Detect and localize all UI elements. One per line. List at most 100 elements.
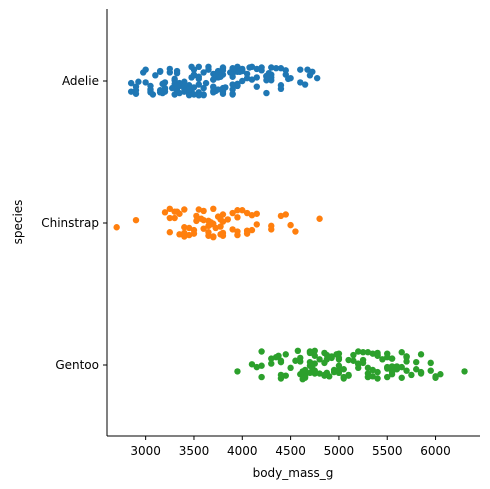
data-point xyxy=(287,364,294,372)
data-point xyxy=(263,73,270,80)
data-point xyxy=(306,358,314,366)
data-point xyxy=(248,361,256,368)
data-point xyxy=(355,364,362,372)
x-axis-label: body_mass_g xyxy=(253,466,334,480)
x-tick-label: 6000 xyxy=(420,444,451,458)
data-point xyxy=(345,356,352,364)
data-point xyxy=(159,80,166,88)
data-point xyxy=(369,373,376,380)
data-point xyxy=(277,371,285,379)
data-point xyxy=(277,357,285,364)
data-point xyxy=(282,67,289,74)
data-point xyxy=(185,224,193,232)
data-point xyxy=(234,228,241,235)
data-point xyxy=(200,216,207,224)
series-chinstrap xyxy=(113,205,323,241)
x-ticks: 3000 3500 4000 4500 5000 5500 6000 xyxy=(130,436,451,458)
data-point xyxy=(200,91,207,98)
data-point xyxy=(304,66,311,73)
data-point xyxy=(214,67,222,75)
axes: 3000 3500 4000 4500 5000 5500 6000 Adelie Chins… xyxy=(11,9,480,480)
data-point xyxy=(330,366,338,374)
data-point xyxy=(398,363,405,371)
data-point xyxy=(210,76,217,83)
data-point xyxy=(113,224,120,231)
data-point xyxy=(205,222,212,230)
data-point xyxy=(355,348,362,355)
data-point xyxy=(190,230,198,237)
data-point xyxy=(384,365,391,372)
data-point xyxy=(374,368,381,376)
data-point xyxy=(234,207,241,214)
data-point xyxy=(195,75,202,83)
data-point xyxy=(202,79,210,87)
data-point xyxy=(258,373,265,381)
data-point xyxy=(200,69,207,76)
data-point xyxy=(263,89,270,97)
data-point xyxy=(188,74,195,81)
data-point xyxy=(193,217,200,225)
data-point xyxy=(388,371,396,378)
data-point xyxy=(268,226,275,233)
data-point xyxy=(328,354,335,362)
data-point xyxy=(253,210,260,217)
data-layer xyxy=(113,63,468,383)
data-point xyxy=(461,368,468,375)
data-point xyxy=(253,363,260,371)
data-point xyxy=(268,355,275,362)
data-point xyxy=(258,362,265,369)
data-point xyxy=(345,372,352,379)
data-point xyxy=(248,226,256,234)
data-point xyxy=(161,209,169,216)
data-point xyxy=(181,206,188,213)
data-point xyxy=(398,374,405,381)
data-point xyxy=(340,366,347,373)
data-point xyxy=(292,228,299,235)
x-tick-label: 5500 xyxy=(372,444,403,458)
data-point xyxy=(214,86,222,93)
data-point xyxy=(217,223,224,230)
data-point xyxy=(127,79,135,87)
data-point xyxy=(219,211,227,218)
data-point xyxy=(176,231,183,238)
data-point xyxy=(166,65,174,73)
data-point xyxy=(181,88,188,95)
data-point xyxy=(403,353,410,360)
data-point xyxy=(408,371,415,379)
data-point xyxy=(275,352,282,359)
data-point xyxy=(181,78,188,85)
data-point xyxy=(166,205,174,212)
data-point xyxy=(176,89,183,97)
data-point xyxy=(364,349,372,356)
data-point xyxy=(369,366,376,374)
data-point xyxy=(417,351,425,358)
data-point xyxy=(297,66,304,73)
data-point xyxy=(181,229,188,237)
data-point xyxy=(333,351,340,358)
data-point xyxy=(166,229,174,236)
data-point xyxy=(413,358,420,366)
data-point xyxy=(210,234,217,241)
data-point xyxy=(268,360,275,367)
data-point xyxy=(309,68,316,75)
data-point xyxy=(287,221,294,229)
data-point xyxy=(176,210,183,217)
data-point xyxy=(321,372,328,379)
data-point xyxy=(297,358,304,365)
data-point xyxy=(350,357,357,364)
y-tick-label: Adelie xyxy=(62,74,99,88)
data-point xyxy=(292,357,299,364)
data-point xyxy=(253,83,260,90)
data-point xyxy=(181,83,188,90)
data-point xyxy=(210,84,217,91)
data-point xyxy=(217,73,224,80)
data-point xyxy=(246,64,253,71)
data-point xyxy=(217,231,224,238)
data-point xyxy=(185,231,193,239)
data-point xyxy=(217,216,224,223)
data-point xyxy=(316,215,323,222)
data-point xyxy=(205,217,212,225)
data-point xyxy=(243,209,251,217)
data-point xyxy=(340,375,347,382)
